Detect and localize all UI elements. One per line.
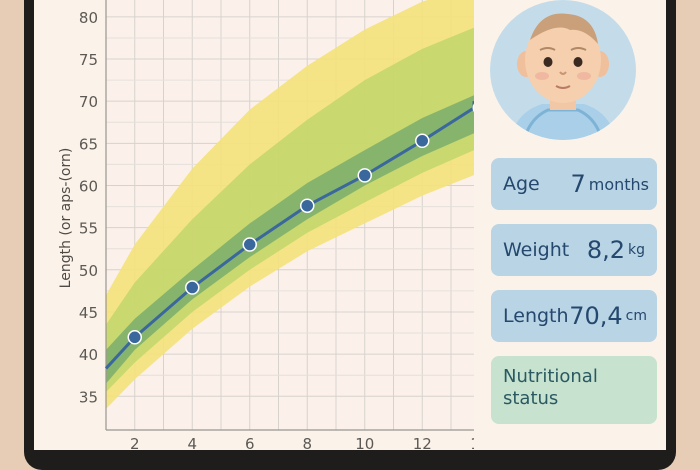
y-tick-label: 55 bbox=[79, 220, 98, 238]
data-point bbox=[300, 198, 315, 213]
length-label: Length bbox=[503, 305, 569, 327]
y-tick-label: 80 bbox=[79, 9, 98, 27]
weight-value: 8,2 bbox=[586, 236, 625, 264]
y-tick-label: 65 bbox=[79, 135, 98, 153]
y-tick-label: 60 bbox=[79, 177, 98, 195]
x-tick-label: 12 bbox=[470, 435, 474, 450]
length-unit: cm bbox=[625, 308, 647, 324]
data-point bbox=[415, 133, 430, 149]
age-value: 7 bbox=[570, 170, 586, 198]
data-point bbox=[185, 280, 200, 295]
growth-chart: 35 40 45 50 55 60 65 70 75 80 2 4 6 8 10 12 12 Length (or… bbox=[34, 0, 474, 450]
age-label: Age bbox=[503, 173, 540, 195]
length-card: Length 70,4 cm bbox=[491, 290, 657, 342]
percentile-band-3 bbox=[106, 95, 474, 384]
y-tick-label: 35 bbox=[79, 388, 98, 406]
x-tick-label: 10 bbox=[355, 435, 374, 450]
data-point bbox=[357, 168, 372, 183]
age-card: Age 7 months bbox=[491, 158, 657, 210]
baby-face-icon bbox=[490, 0, 636, 140]
nutritional-status-card[interactable]: Nutritional status bbox=[491, 356, 657, 424]
length-value: 70,4 bbox=[569, 302, 623, 330]
y-tick-label: 70 bbox=[79, 93, 98, 111]
y-tick-label: 50 bbox=[79, 262, 98, 280]
app-screen: 35 40 45 50 55 60 65 70 75 80 2 4 6 8 10 12 12 Length (or… bbox=[34, 0, 666, 450]
age-unit: months bbox=[588, 174, 649, 194]
x-tick-label: 2 bbox=[130, 435, 140, 450]
nutritional-status-label: Nutritional status bbox=[503, 366, 598, 409]
weight-card: Weight 8,2 kg bbox=[491, 224, 657, 276]
x-tick-label: 12 bbox=[413, 435, 432, 450]
weight-unit: kg bbox=[628, 242, 645, 258]
data-point bbox=[472, 103, 474, 113]
x-tick-label: 8 bbox=[302, 435, 312, 450]
weight-label: Weight bbox=[503, 239, 570, 261]
data-point bbox=[242, 237, 257, 252]
baby-avatar bbox=[490, 0, 636, 140]
side-panel: Age 7 months Weight 8,2 kg Length 70,4 c… bbox=[474, 0, 666, 450]
y-tick-label: 45 bbox=[79, 304, 98, 322]
data-point bbox=[127, 330, 142, 345]
x-tick-label: 4 bbox=[187, 435, 197, 450]
y-axis-label: Length (or aps-(orn) bbox=[58, 148, 74, 289]
y-tick-label: 40 bbox=[79, 346, 98, 364]
x-tick-label: 6 bbox=[245, 435, 255, 450]
growth-chart-svg: 35 40 45 50 55 60 65 70 75 80 2 4 6 8 10 12 12 Length (or… bbox=[58, 0, 474, 450]
y-tick-label: 75 bbox=[79, 51, 98, 69]
